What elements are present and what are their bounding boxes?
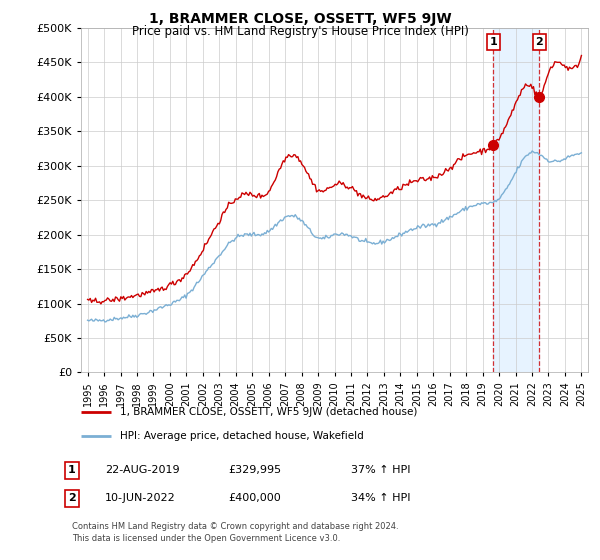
Text: 37% ↑ HPI: 37% ↑ HPI bbox=[351, 465, 410, 475]
Text: 1: 1 bbox=[490, 37, 497, 47]
Text: 1, BRAMMER CLOSE, OSSETT, WF5 9JW: 1, BRAMMER CLOSE, OSSETT, WF5 9JW bbox=[149, 12, 451, 26]
Text: 34% ↑ HPI: 34% ↑ HPI bbox=[351, 493, 410, 503]
Bar bbox=[493, 28, 539, 372]
Text: £329,995: £329,995 bbox=[228, 465, 281, 475]
Text: HPI: Average price, detached house, Wakefield: HPI: Average price, detached house, Wake… bbox=[119, 431, 363, 441]
Text: 2: 2 bbox=[536, 37, 544, 47]
Text: 10-JUN-2022: 10-JUN-2022 bbox=[105, 493, 176, 503]
Text: £400,000: £400,000 bbox=[228, 493, 281, 503]
Text: Contains HM Land Registry data © Crown copyright and database right 2024.
This d: Contains HM Land Registry data © Crown c… bbox=[72, 522, 398, 543]
Text: 2: 2 bbox=[68, 493, 76, 503]
Text: Price paid vs. HM Land Registry's House Price Index (HPI): Price paid vs. HM Land Registry's House … bbox=[131, 25, 469, 38]
Text: 22-AUG-2019: 22-AUG-2019 bbox=[105, 465, 179, 475]
Text: 1: 1 bbox=[68, 465, 76, 475]
Text: 1, BRAMMER CLOSE, OSSETT, WF5 9JW (detached house): 1, BRAMMER CLOSE, OSSETT, WF5 9JW (detac… bbox=[119, 407, 417, 417]
